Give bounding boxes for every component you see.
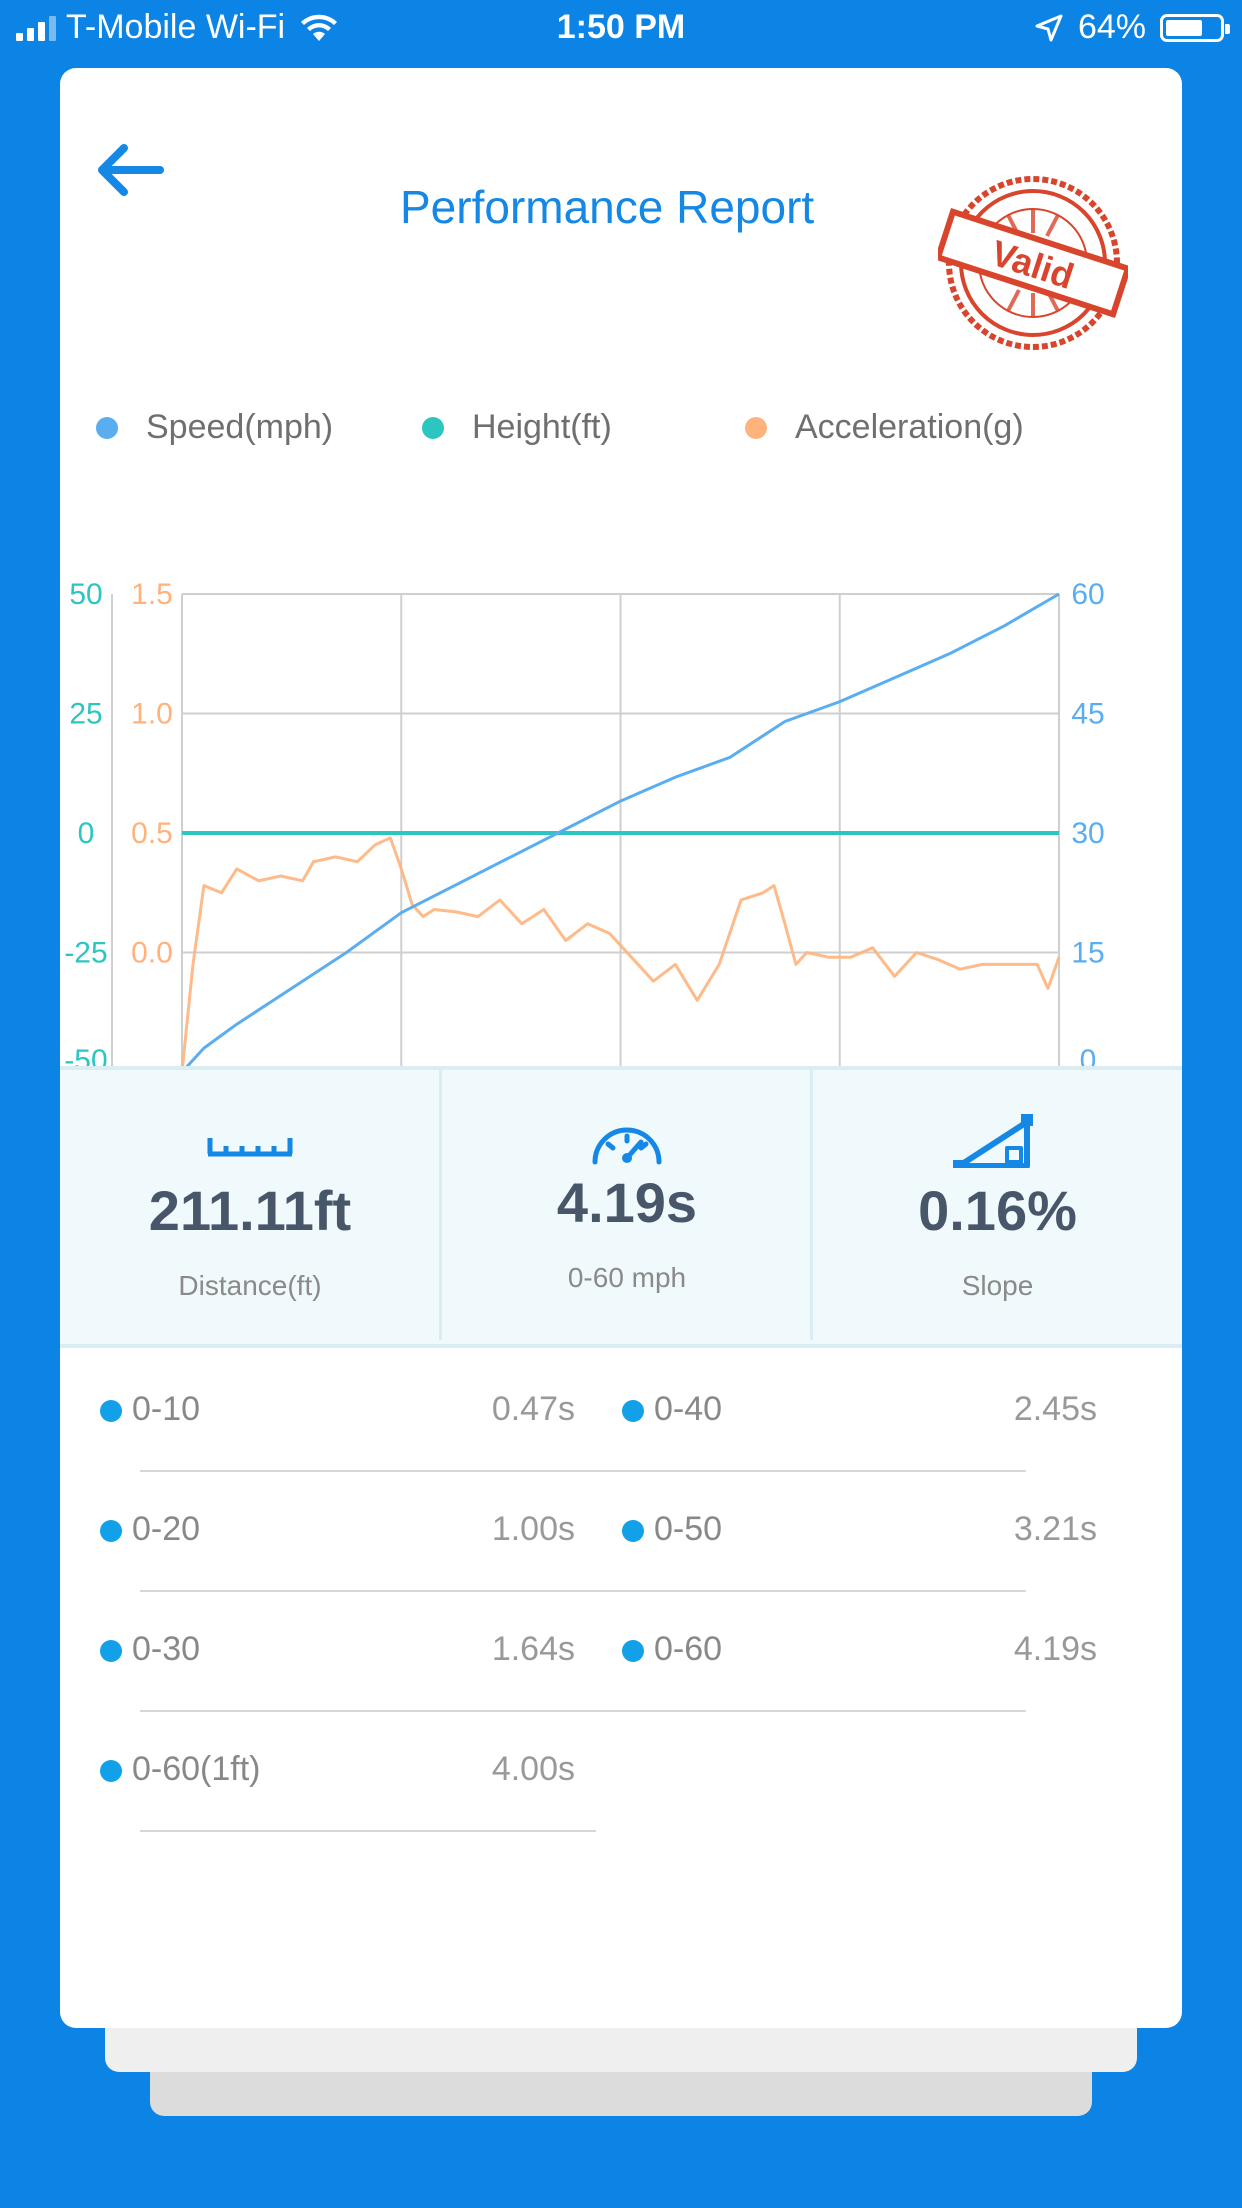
time-label: 0-20 [132,1510,201,1548]
speed-tick-label: 15 [1071,937,1104,970]
row-divider [140,1470,1026,1472]
bullet-dot [100,1400,122,1422]
list-item: 0-60(1ft) 4.00s [100,1728,575,1818]
row-divider [140,1710,1026,1712]
speed-tick-label: 30 [1071,817,1104,850]
time-label: 0-50 [654,1510,723,1548]
bullet-dot [622,1640,644,1662]
ruler-icon [207,1138,293,1157]
stats-panel: 211.11ft Distance(ft) 4.19s 0-60 mph [60,1066,1182,1348]
time-value: 0.47s [491,1390,575,1428]
legend-item-acceleration: Acceleration(g) [745,408,1024,447]
acceleration-tick-label: 0.5 [131,817,173,850]
speed-tick-label: 45 [1071,698,1104,731]
legend-dot-speed [96,416,118,439]
wifi-icon [301,14,338,41]
stat-distance-label: Distance(ft) [178,1270,322,1301]
time-label: 0-10 [132,1390,201,1428]
slope-icon [953,1114,1033,1168]
row-divider [140,1830,596,1832]
legend-label-acceleration: Acceleration(g) [795,408,1024,446]
status-bar: T-Mobile Wi-Fi 1:50 PM 64% [0,0,1242,62]
back-button[interactable] [90,128,170,208]
stat-zero-sixty: 4.19s 0-60 mph [442,1070,812,1340]
time-value: 1.00s [491,1510,575,1548]
status-right: 64% [1034,8,1230,47]
acceleration-tick-label: 0.0 [131,937,173,970]
speed-tick-label: 60 [1071,578,1104,611]
bullet-dot [622,1400,644,1422]
row-divider [140,1590,1026,1592]
report-card: Performance Report Valid Speed(mph) Heig… [60,68,1182,2028]
valid-stamp: Valid [938,176,1128,350]
bullet-dot [100,1640,122,1662]
stats-divider [439,1070,442,1340]
list-item: 0-40 2.45s [622,1368,1097,1458]
battery-icon [1160,13,1230,42]
time-label: 0-30 [132,1630,201,1668]
chart-legend: Speed(mph) Height(ft) Acceleration(g) [60,408,1182,468]
stat-zero-sixty-label: 0-60 mph [567,1262,687,1293]
bullet-dot [100,1760,122,1782]
time-value: 4.00s [491,1750,575,1788]
height-tick-label: 50 [69,578,102,611]
time-value: 4.19s [1013,1630,1097,1668]
stat-zero-sixty-value: 4.19s [556,1171,698,1234]
list-item: 0-50 3.21s [622,1488,1097,1578]
time-value: 1.64s [491,1630,575,1668]
list-item: 0-60 4.19s [622,1608,1097,1698]
legend-label-speed: Speed(mph) [146,408,334,446]
series-line-accel [180,836,1061,1073]
stat-distance-value: 211.11ft [148,1179,352,1242]
status-left: T-Mobile Wi-Fi [16,8,339,47]
battery-percent: 64% [1077,8,1146,46]
status-time: 1:50 PM [556,8,686,46]
time-label: 0-60(1ft) [132,1750,261,1788]
acceleration-tick-label: 1.0 [131,698,173,731]
legend-item-speed: Speed(mph) [96,408,333,447]
bullet-dot [100,1520,122,1542]
time-value: 2.45s [1013,1390,1097,1428]
time-value: 3.21s [1013,1510,1097,1548]
cellular-signal-icon [16,15,56,41]
series-line-speed [180,592,1060,1074]
carrier-label: T-Mobile Wi-Fi [66,8,286,46]
location-arrow-icon [1035,14,1063,41]
stat-slope-value: 0.16% [918,1179,1077,1242]
stat-slope-label: Slope [961,1270,1034,1301]
speedometer-icon [592,1127,662,1165]
acceleration-tick-label: 1.5 [131,578,173,611]
list-item: 0-30 1.64s [100,1608,575,1698]
list-item: 0-20 1.00s [100,1488,575,1578]
legend-dot-height [422,416,444,439]
back-arrow-icon [98,144,164,196]
height-tick-label: -25 [64,937,107,970]
legend-label-height: Height(ft) [472,408,612,446]
bullet-dot [622,1520,644,1542]
stats-divider [810,1070,813,1340]
legend-item-height: Height(ft) [422,408,612,447]
list-item: 0-10 0.47s [100,1368,575,1458]
height-tick-label: 0 [78,817,95,850]
stat-distance: 211.11ft Distance(ft) [60,1070,440,1340]
stat-slope: 0.16% Slope [813,1070,1182,1340]
time-label: 0-40 [654,1390,723,1428]
time-label: 0-60 [654,1630,723,1668]
legend-dot-acceleration [745,416,767,439]
height-tick-label: 25 [69,698,102,731]
page-title: Performance Report [400,181,815,233]
